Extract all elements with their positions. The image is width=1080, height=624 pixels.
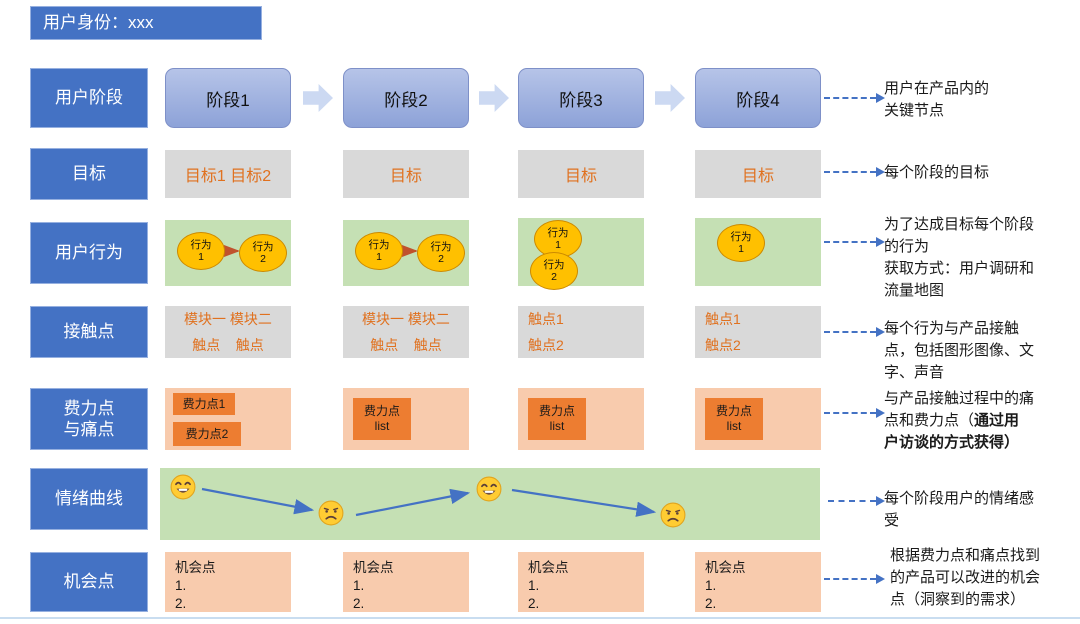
happy-emoji-icon	[476, 476, 502, 502]
behavior-ellipse: 行为 2	[417, 234, 465, 272]
opportunity-cell-2: 机会点 1. 2.	[343, 552, 469, 612]
row-label-emotion: 情绪曲线	[30, 468, 148, 530]
touchpoint-cell-3: 触点1 触点2	[518, 306, 644, 358]
annotation-opportunity: 根据费力点和痛点找到的产品可以改进的机会点（洞察到的需求）	[890, 547, 1041, 608]
touchpoint-cell-2: 模块一 模块二 触点 触点	[343, 306, 469, 358]
annotation-arrow-icon	[828, 496, 885, 506]
behavior-cell-1: 行为 1 行为 2	[165, 220, 291, 286]
happy-emoji-icon	[170, 474, 196, 500]
annotation-pain: 与产品接触过程中的痛点和费力点（通过用户访谈的方式获得）	[884, 390, 1035, 451]
pain-tag: 费力点 list	[528, 398, 586, 440]
behavior-cell-3: 行为 1 行为 2	[518, 218, 644, 290]
row-label-pain: 费力点 与痛点	[30, 388, 148, 450]
sad-emoji-icon	[318, 500, 344, 526]
behavior-arrow-icon	[224, 245, 240, 257]
right-chevron-arrow-icon	[303, 84, 333, 112]
annotation-behavior: 为了达成目标每个阶段的行为 获取方式：用户调研和流量地图	[884, 216, 1035, 299]
sad-emoji-icon	[660, 502, 686, 528]
behavior-ellipse: 行为 1	[355, 232, 403, 270]
behavior-cell-4: 行为 1	[695, 218, 821, 286]
user-identity-box: 用户身份：xxx	[30, 6, 262, 40]
pain-cell-3: 费力点 list	[518, 388, 644, 450]
behavior-ellipse: 行为 2	[530, 252, 578, 290]
row-label-touchpoint: 接触点	[30, 306, 148, 358]
row-label-opportunity: 机会点	[30, 552, 148, 612]
row-label-behavior: 用户行为	[30, 222, 148, 284]
row-label-stage: 用户阶段	[30, 68, 148, 128]
user-identity-label: 用户身份：xxx	[43, 13, 154, 33]
annotation-arrow-icon	[824, 408, 885, 418]
annotation-arrow-icon	[824, 167, 885, 177]
right-chevron-arrow-icon	[479, 84, 509, 112]
behavior-ellipse: 行为 1	[534, 220, 582, 258]
pain-cell-2: 费力点 list	[343, 388, 469, 450]
behavior-ellipse: 行为 1	[717, 224, 765, 262]
goal-cell-1: 目标1 目标2	[165, 150, 291, 198]
opportunity-cell-3: 机会点 1. 2.	[518, 552, 644, 612]
emotion-curve-arrows-icon	[201, 487, 657, 517]
annotation-arrow-icon	[824, 237, 885, 247]
behavior-ellipse: 行为 2	[239, 234, 287, 272]
opportunity-cell-4: 机会点 1. 2.	[695, 552, 821, 612]
opportunity-cell-1: 机会点 1. 2.	[165, 552, 291, 612]
annotation-arrow-icon	[824, 327, 885, 337]
goal-cell-2: 目标	[343, 150, 469, 198]
touchpoint-cell-4: 触点1 触点2	[695, 306, 821, 358]
pain-cell-4: 费力点 list	[695, 388, 821, 450]
row-label-goal: 目标	[30, 148, 148, 200]
goal-cell-4: 目标	[695, 150, 821, 198]
stage-box-4: 阶段4	[695, 68, 821, 128]
pain-tag: 费力点 list	[353, 398, 411, 440]
pain-tag: 费力点2	[173, 422, 241, 446]
behavior-cell-2: 行为 1 行为 2	[343, 220, 469, 286]
right-chevron-arrow-icon	[655, 84, 685, 112]
touchpoint-cell-1: 模块一 模块二 触点 触点	[165, 306, 291, 358]
annotation-stage: 用户在产品内的 关键节点	[884, 80, 990, 119]
annotation-arrow-icon	[824, 93, 885, 103]
annotation-goal: 每个阶段的目标	[884, 164, 990, 181]
annotation-touchpoint: 每个行为与产品接触点，包括图形图像、文字、声音	[884, 320, 1035, 381]
annotation-arrow-icon	[824, 574, 885, 584]
goal-cell-3: 目标	[518, 150, 644, 198]
pain-tag: 费力点 list	[705, 398, 763, 440]
stage-box-1: 阶段1	[165, 68, 291, 128]
annotation-emotion: 每个阶段用户的情绪感受	[884, 490, 1035, 529]
slide-bottom-border	[0, 617, 1080, 619]
pain-tag: 费力点1	[173, 393, 235, 415]
behavior-ellipse: 行为 1	[177, 232, 225, 270]
behavior-arrow-icon	[402, 245, 418, 257]
emotion-curve-panel	[160, 468, 820, 540]
stage-box-2: 阶段2	[343, 68, 469, 128]
stage-box-3: 阶段3	[518, 68, 644, 128]
pain-cell-1: 费力点1 费力点2	[165, 388, 291, 450]
